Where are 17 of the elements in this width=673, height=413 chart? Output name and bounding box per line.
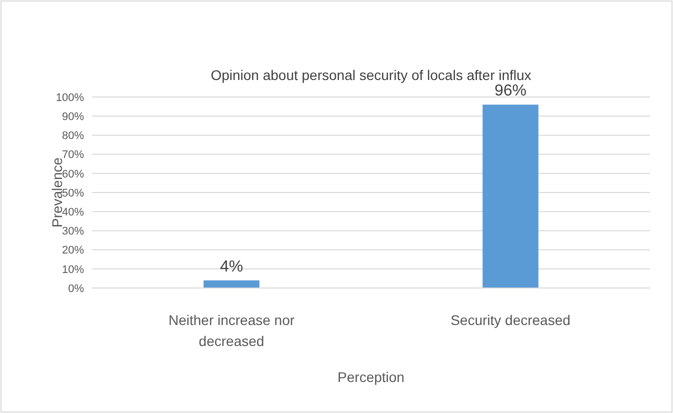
x-axis-title: Perception xyxy=(338,369,404,385)
y-tick-label: 70% xyxy=(62,149,84,162)
y-tick-label: 90% xyxy=(62,110,84,123)
data-label: 4% xyxy=(220,258,244,276)
y-tick-label: 20% xyxy=(62,244,84,257)
y-tick-label: 10% xyxy=(62,264,84,276)
y-tick-label: 60% xyxy=(62,168,84,180)
y-tick-label: 100% xyxy=(56,92,84,104)
data-label: 96% xyxy=(494,82,527,100)
y-tick-label: 30% xyxy=(62,226,84,238)
y-tick-label: 40% xyxy=(62,206,84,218)
x-tick-label: Security decreased xyxy=(450,312,570,328)
chart-title: Opinion about personal security of locals after influx xyxy=(210,67,532,83)
y-tick-label: 80% xyxy=(62,130,84,142)
y-tick-label: 0% xyxy=(68,282,84,295)
y-tick-label: 50% xyxy=(62,187,84,200)
x-tick-label: Neither increase nor decreased xyxy=(168,312,295,349)
